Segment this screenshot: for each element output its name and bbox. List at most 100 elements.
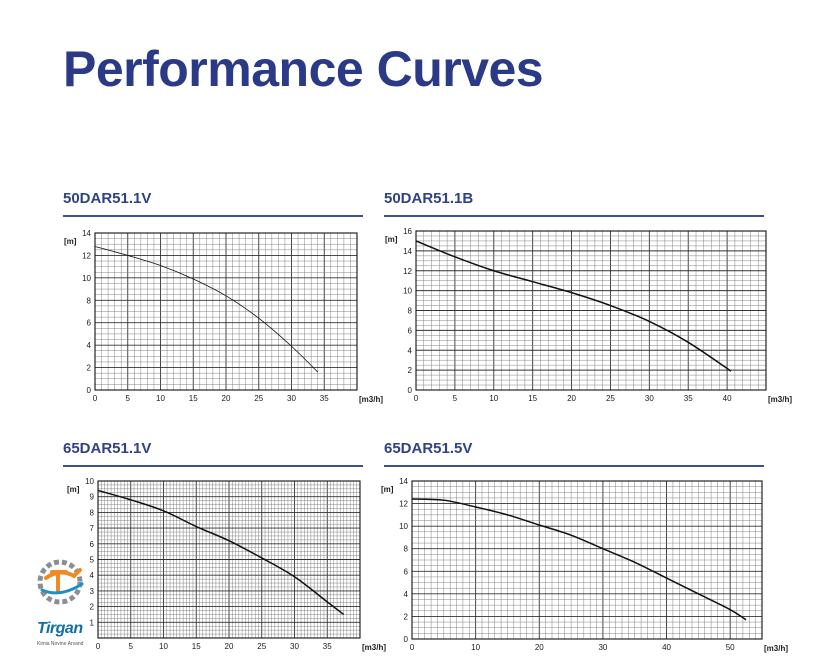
x-axis-label: [m3/h] xyxy=(764,644,788,653)
performance-curve xyxy=(415,240,732,372)
y-tick-label: 8 xyxy=(87,296,92,305)
x-tick-label: 20 xyxy=(222,394,231,403)
x-tick-label: 35 xyxy=(323,642,332,651)
y-tick-label: 2 xyxy=(408,366,413,375)
y-tick-label: 2 xyxy=(87,364,92,373)
x-tick-label: 10 xyxy=(159,642,168,651)
chart-title-divider xyxy=(63,215,363,217)
y-tick-label: 14 xyxy=(82,229,91,238)
y-tick-label: 8 xyxy=(404,545,409,554)
y-tick-label: 0 xyxy=(404,635,409,644)
x-tick-label: 10 xyxy=(471,643,480,652)
x-tick-label: 40 xyxy=(723,394,732,403)
y-tick-label: 2 xyxy=(404,612,409,621)
x-axis-label: [m3/h] xyxy=(359,395,383,404)
x-tick-label: 30 xyxy=(645,394,654,403)
x-tick-label: 0 xyxy=(93,394,98,403)
x-tick-label: 20 xyxy=(225,642,234,651)
y-tick-label: 10 xyxy=(82,274,91,283)
chart-65dar51-5v: 0 10 20 30 40 50 0 2 4 6 8 10 12 14 [m] [m3/h] xyxy=(381,477,788,653)
x-tick-label: 5 xyxy=(126,394,131,403)
x-tick-label: 25 xyxy=(254,394,263,403)
x-tick-label: 25 xyxy=(606,394,615,403)
y-tick-label: 1 xyxy=(90,618,95,627)
plot-frame xyxy=(97,480,361,639)
x-tick-label: 15 xyxy=(189,394,198,403)
x-tick-label: 5 xyxy=(453,394,458,403)
x-tick-label: 5 xyxy=(129,642,134,651)
y-tick-label: 12 xyxy=(82,251,91,260)
plot-frame xyxy=(415,230,767,391)
brand-name: Tirgan xyxy=(37,620,83,637)
chart-50dar51-1b: 0 5 10 15 20 25 30 35 40 0 2 4 6 8 10 12 14 16 [m] [m3/h] xyxy=(385,227,792,404)
x-tick-label: 35 xyxy=(684,394,693,403)
x-tick-label: 10 xyxy=(156,394,165,403)
tirgan-logo xyxy=(37,559,84,605)
x-tick-label: 30 xyxy=(598,643,607,652)
y-tick-label: 14 xyxy=(403,247,412,256)
x-tick-label: 35 xyxy=(320,394,329,403)
y-tick-label: 8 xyxy=(408,307,413,316)
y-tick-label: 4 xyxy=(408,346,413,355)
chart-50dar51-1v: 0 5 10 15 20 25 30 35 0 2 4 6 8 10 12 14 [m] [m3/h] xyxy=(64,229,383,404)
chart-title-divider xyxy=(384,465,764,467)
plot-frame xyxy=(94,232,358,391)
y-tick-label: 12 xyxy=(399,500,408,509)
y-tick-label: 2 xyxy=(90,603,95,612)
y-tick-label: 16 xyxy=(403,227,412,236)
y-axis-label: [m] xyxy=(67,485,80,494)
y-axis-label: [m] xyxy=(381,485,394,494)
y-tick-label: 6 xyxy=(408,326,413,335)
y-tick-label: 4 xyxy=(404,590,409,599)
chart-title-65dar51-1v: 65DAR51.1V xyxy=(63,440,152,457)
x-tick-label: 50 xyxy=(726,643,735,652)
x-tick-label: 40 xyxy=(662,643,671,652)
y-tick-label: 10 xyxy=(403,287,412,296)
y-tick-label: 12 xyxy=(403,267,412,276)
y-tick-label: 10 xyxy=(85,477,94,486)
y-tick-label: 5 xyxy=(90,556,95,565)
chart-grid xyxy=(415,230,767,391)
y-tick-label: 8 xyxy=(90,508,95,517)
x-axis-label: [m3/h] xyxy=(362,643,386,652)
y-tick-label: 4 xyxy=(90,571,95,580)
x-tick-label: 30 xyxy=(290,642,299,651)
x-tick-label: 20 xyxy=(567,394,576,403)
page-title: Performance Curves xyxy=(63,41,544,97)
x-axis-label: [m3/h] xyxy=(768,395,792,404)
y-tick-label: 6 xyxy=(90,540,95,549)
chart-grid xyxy=(97,480,361,639)
chart-title-divider xyxy=(63,465,363,467)
x-tick-label: 0 xyxy=(414,394,419,403)
x-tick-label: 0 xyxy=(96,642,101,651)
y-tick-label: 6 xyxy=(87,319,92,328)
y-tick-label: 0 xyxy=(408,386,413,395)
x-tick-label: 25 xyxy=(257,642,266,651)
x-tick-label: 0 xyxy=(410,643,415,652)
chart-title-divider xyxy=(384,215,764,217)
y-tick-label: 9 xyxy=(90,493,95,502)
chart-title-50dar51-1v: 50DAR51.1V xyxy=(63,190,152,207)
y-axis-label: [m] xyxy=(64,237,77,246)
y-tick-label: 7 xyxy=(90,524,95,533)
performance-curve xyxy=(94,246,318,373)
y-tick-label: 6 xyxy=(404,567,409,576)
performance-curve xyxy=(411,498,747,621)
x-tick-label: 20 xyxy=(535,643,544,652)
x-tick-label: 15 xyxy=(192,642,201,651)
y-tick-label: 0 xyxy=(87,386,92,395)
y-axis-label: [m] xyxy=(385,235,398,244)
chart-title-65dar51-5v: 65DAR51.5V xyxy=(384,440,473,457)
y-tick-label: 10 xyxy=(399,522,408,531)
y-tick-label: 14 xyxy=(399,477,408,486)
chart-title-50dar51-1b: 50DAR51.1B xyxy=(384,190,474,207)
plot-frame xyxy=(411,480,763,640)
y-tick-label: 4 xyxy=(87,341,92,350)
x-tick-label: 10 xyxy=(489,394,498,403)
performance-curve xyxy=(97,489,345,616)
x-tick-label: 30 xyxy=(287,394,296,403)
y-tick-label: 3 xyxy=(90,587,95,596)
brand-tagline: Kimia Novine Arvand xyxy=(37,641,84,647)
chart-65dar51-1v: 0 5 10 15 20 25 30 35 1 2 3 4 5 6 7 8 9 10 [m] [m3/h] xyxy=(67,477,386,652)
x-tick-label: 15 xyxy=(528,394,537,403)
